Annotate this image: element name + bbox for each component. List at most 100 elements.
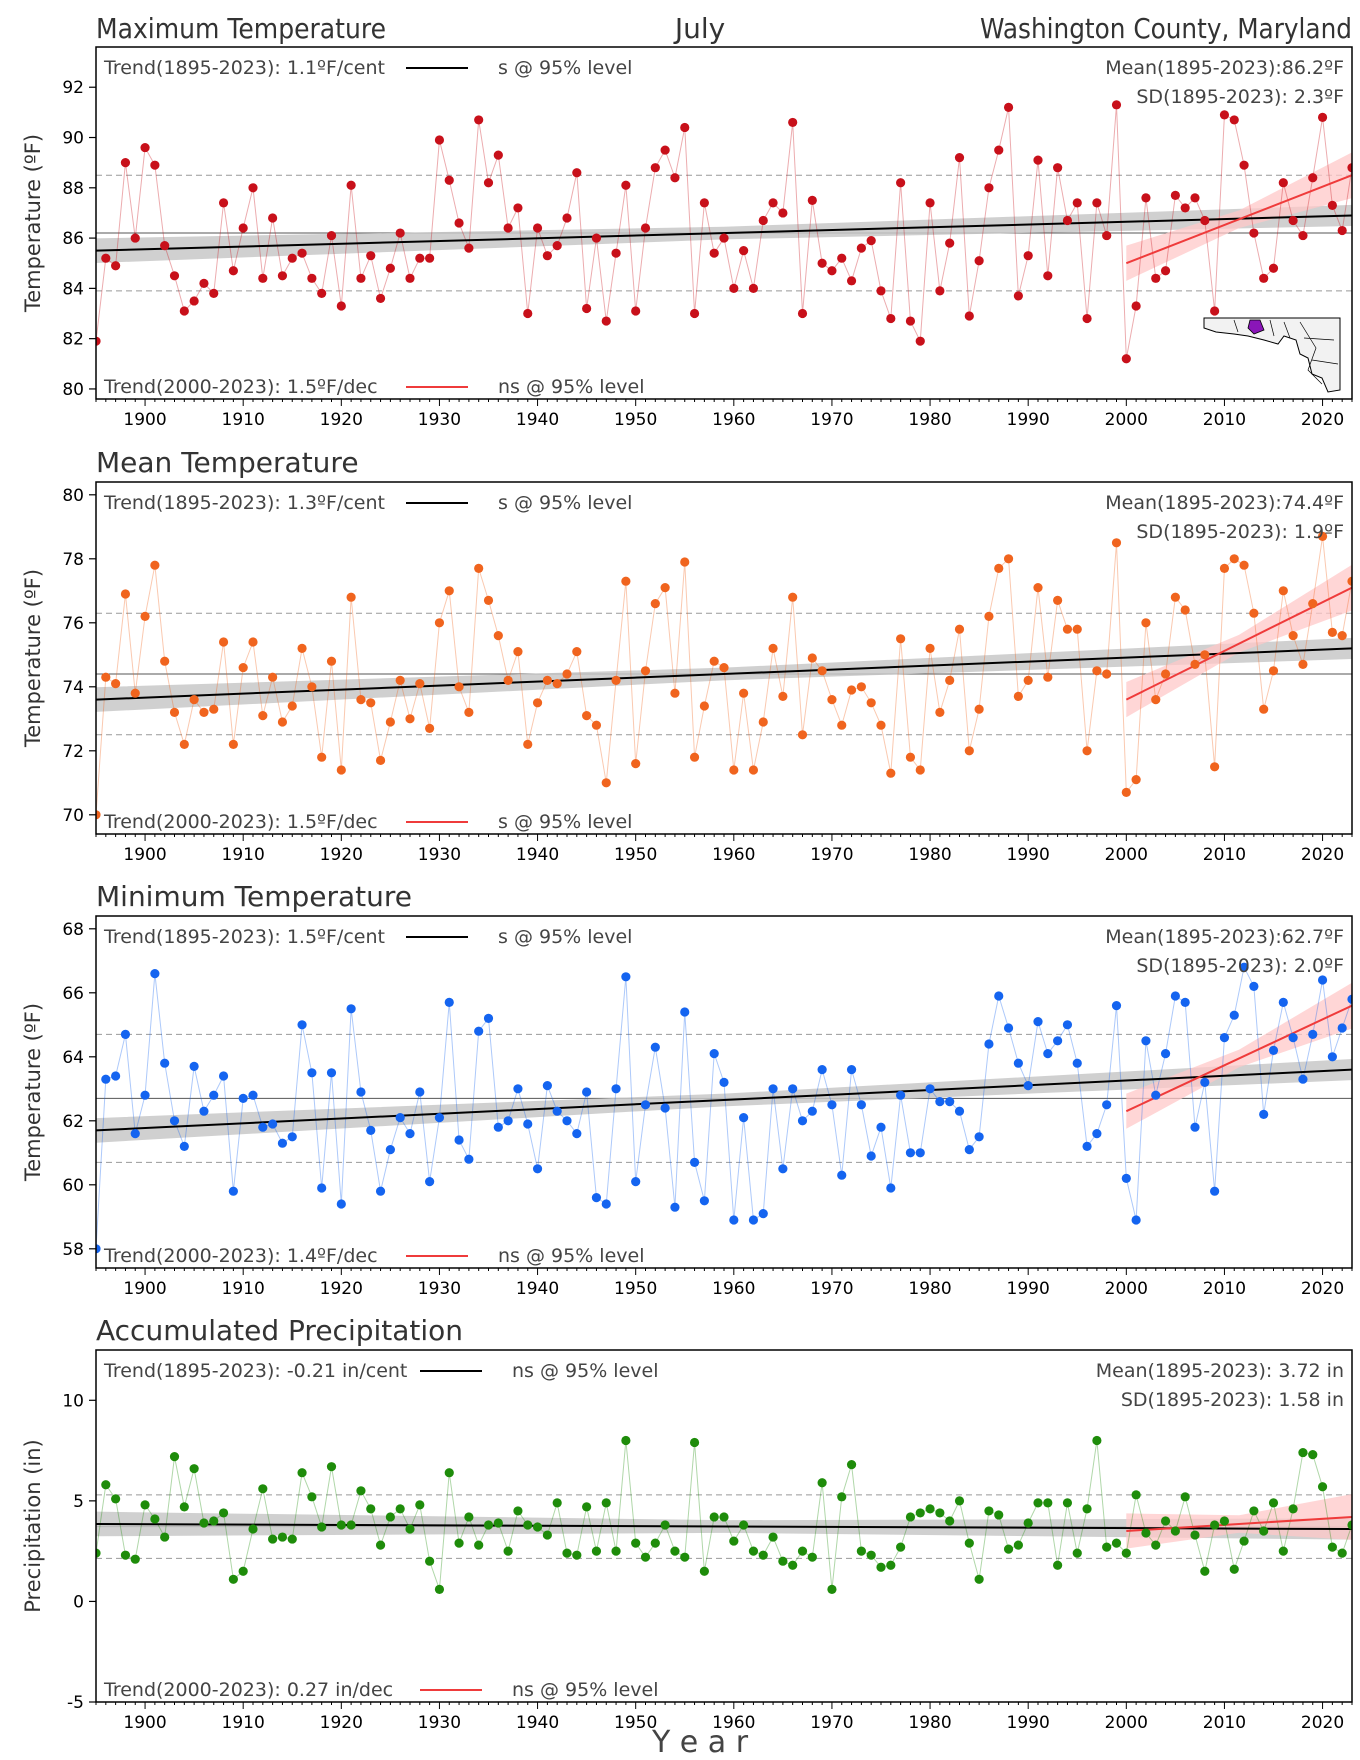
data-point [189,1061,199,1071]
data-point [650,163,660,173]
data-point [611,248,621,258]
data-point [532,223,543,233]
x-tick-label: 1950 [614,410,657,430]
data-point [866,236,876,246]
data-point [954,1496,965,1506]
data-point [660,1520,670,1530]
data-point [591,233,602,243]
data-point [611,1546,621,1556]
data-point [1033,583,1043,593]
y-axis-label: Temperature (ºF) [21,134,45,313]
data-point [915,765,925,775]
data-point [994,1510,1004,1520]
long-trend-line [96,1068,1352,1132]
data-point [964,746,974,756]
panel-title: Minimum Temperature [96,880,412,913]
panel-title: Maximum Temperature [96,12,386,45]
data-point [120,1029,131,1039]
y-tick-label: 58 [62,1240,84,1260]
x-tick-label: 2010 [1203,1279,1246,1299]
data-point [493,150,503,160]
data-point [238,223,248,233]
data-point [601,316,611,326]
data-point [326,656,337,666]
data-point [650,1042,660,1052]
data-point [1190,193,1200,203]
data-point [1013,291,1023,301]
data-point [1200,1077,1210,1087]
data-point [1229,554,1239,564]
data-point [111,261,121,271]
data-point [739,1113,749,1123]
data-point [1043,1049,1053,1059]
series-line [96,1440,1352,1590]
data-point [670,173,680,183]
data-point [1102,230,1112,241]
y-tick-label: 80 [62,380,84,400]
data-point [768,1532,778,1542]
plot-area [96,962,1352,1254]
data-point [974,256,984,266]
x-tick-label: 1990 [1007,845,1050,865]
data-point [964,1145,974,1155]
data-point [1121,787,1131,798]
data-point [189,695,199,705]
x-tick-label: 1930 [418,410,461,430]
data-point [640,1552,651,1562]
highlighted-county [1247,319,1265,335]
y-tick-label: 74 [62,678,84,698]
x-tick-label: 1960 [712,845,755,865]
data-point [307,273,317,283]
data-point [130,1554,140,1564]
data-point [621,1435,631,1446]
long-trend-significance: s @ 95% level [498,492,632,514]
data-point [199,707,209,718]
data-point [925,1084,935,1094]
data-point [729,283,739,293]
data-point [120,158,131,168]
data-point [464,243,474,253]
data-point [317,1522,327,1532]
data-point [1239,560,1249,570]
data-point [1072,1548,1082,1558]
data-point [160,241,170,251]
data-point [709,1049,719,1059]
data-point [680,1007,690,1017]
sd-text: SD(1895-2023): 1.58 in [1121,1389,1344,1411]
data-point [346,1520,356,1530]
data-point [905,1148,916,1158]
data-point [739,688,749,698]
data-point [150,160,160,170]
data-point [228,266,238,276]
data-point [1131,301,1141,311]
data-point [1298,659,1308,670]
recent-trend-significance: ns @ 95% level [512,1679,658,1701]
data-point [425,253,435,263]
data-point [935,1097,945,1107]
data-point [150,1514,160,1524]
y-tick-label: 5 [73,1492,84,1512]
data-point [277,717,288,727]
data-point [945,1097,955,1107]
recent-trend-text: Trend(2000-2023): 1.5ºF/dec [103,376,378,398]
data-point [631,306,641,316]
data-point [346,592,356,602]
data-point [758,717,768,727]
data-point [1268,1498,1279,1508]
data-point [1023,1081,1033,1091]
y-tick-label: 90 [62,129,84,149]
recent-trend-confidence-band [1126,152,1352,281]
data-point [493,1122,503,1132]
data-point [846,1065,857,1075]
data-point [788,1084,798,1094]
data-point [474,563,484,574]
data-point [1062,624,1073,634]
data-point [1053,1036,1063,1046]
data-point [915,1508,925,1518]
data-point [1347,576,1352,586]
data-point [582,1087,592,1097]
data-point [846,1460,857,1470]
data-point [532,1522,543,1532]
y-tick-label: 72 [62,742,84,762]
data-point [385,263,395,273]
